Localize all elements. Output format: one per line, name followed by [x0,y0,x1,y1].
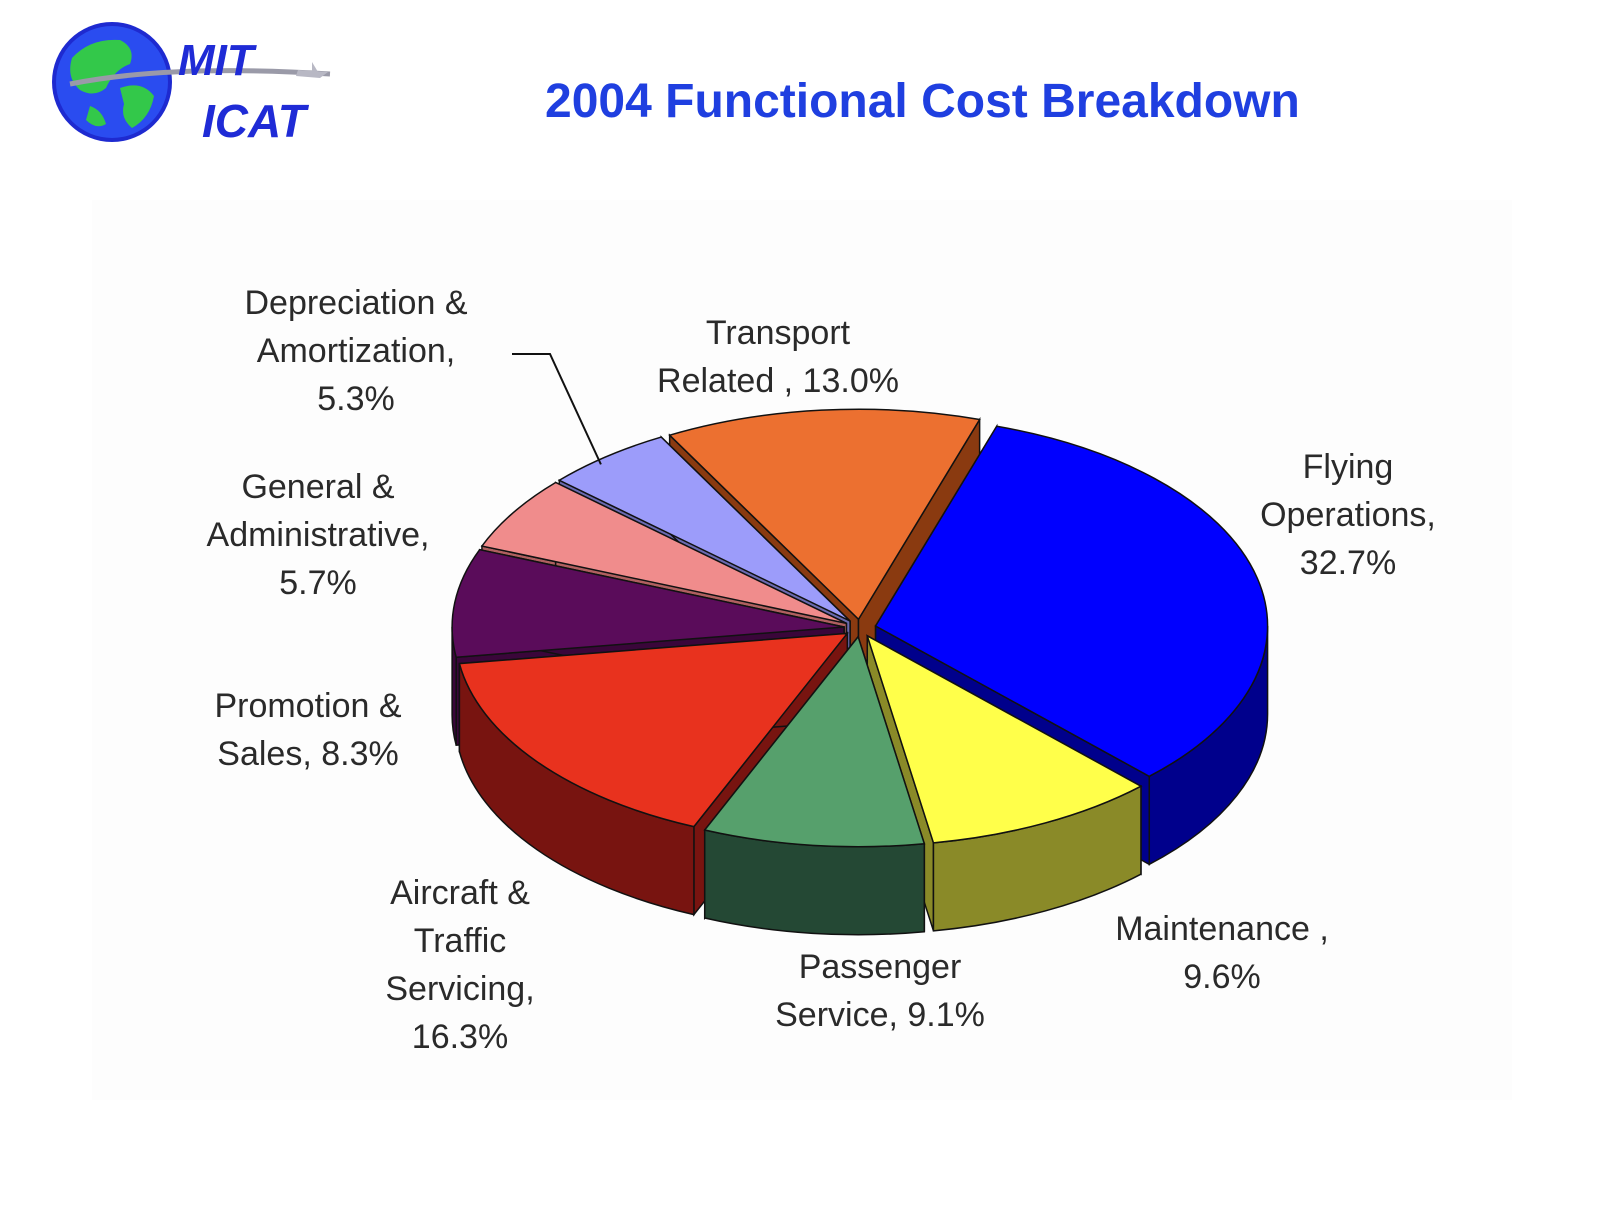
data-label-general-and-administrative: General & Administrative, 5.7% [207,468,430,602]
logo-text-icat: ICAT [202,95,306,147]
data-label-line-general-and-administrative-2: 5.7% [279,564,357,602]
data-label-transport-related: Transport Related , 13.0% [657,314,899,400]
slice-transport-related [668,408,981,621]
data-label-line-aircraft-and-traffic-servicing-2: Servicing, [385,970,534,1008]
data-label-line-flying-operations-0: Flying [1303,448,1394,486]
pie-leaders [512,353,602,465]
page-title: 2004 Functional Cost Breakdown [545,75,1300,128]
slice-maintenance [865,634,1143,844]
data-label-depreciation-and-amortization: Depreciation & Amortization, 5.3% [244,284,467,418]
slice-depreciation-and-amortization [557,436,851,622]
data-label-line-maintenance-1: 9.6% [1183,958,1261,996]
leader-line-depreciation-and-amortization [512,353,602,465]
data-label-line-promotion-and-sales-0: Promotion & [214,687,401,725]
data-label-flying-operations: Flying Operations, 32.7% [1260,448,1436,582]
data-label-promotion-and-sales: Promotion & Sales, 8.3% [214,687,401,773]
data-label-line-general-and-administrative-0: General & [241,468,394,506]
data-label-line-maintenance-0: Maintenance , [1115,910,1329,948]
data-label-line-aircraft-and-traffic-servicing-0: Aircraft & [390,874,530,912]
slice-promotion-and-sales [451,548,845,659]
slice-passenger-service [703,635,926,848]
pie-labels: Flying Operations, 32.7% Maintenance , 9.6% P… [207,284,1436,1056]
slice-flying-operations [874,425,1269,778]
globe-with-airplane-icon [52,22,331,142]
data-label-line-depreciation-and-amortization-1: Amortization, [257,332,455,370]
logo-text-mit: MIT [178,36,254,85]
slice-aircraft-and-traffic-servicing [458,632,849,828]
data-label-line-aircraft-and-traffic-servicing-3: 16.3% [412,1018,508,1056]
data-label-line-transport-related-1: Related , 13.0% [657,362,899,400]
data-label-line-flying-operations-2: 32.7% [1300,544,1396,582]
data-label-line-depreciation-and-amortization-2: 5.3% [317,380,395,418]
data-label-maintenance: Maintenance , 9.6% [1115,910,1329,996]
data-label-line-depreciation-and-amortization-0: Depreciation & [244,284,467,322]
data-label-line-general-and-administrative-1: Administrative, [207,516,430,554]
data-label-line-flying-operations-1: Operations, [1260,496,1436,534]
mit-icat-logo: MIT ICAT [50,18,350,153]
data-label-line-transport-related-0: Transport [706,314,851,352]
data-label-line-aircraft-and-traffic-servicing-1: Traffic [414,922,507,960]
data-label-aircraft-and-traffic-servicing: Aircraft & Traffic Servicing, 16.3% [385,874,534,1056]
pie-tops [451,408,1269,848]
data-label-passenger-service: Passenger Service, 9.1% [775,948,985,1034]
slice-general-and-administrative [480,481,847,625]
data-label-line-passenger-service-1: Service, 9.1% [775,996,985,1034]
data-label-line-passenger-service-0: Passenger [799,948,962,986]
data-label-line-promotion-and-sales-1: Sales, 8.3% [217,735,398,773]
